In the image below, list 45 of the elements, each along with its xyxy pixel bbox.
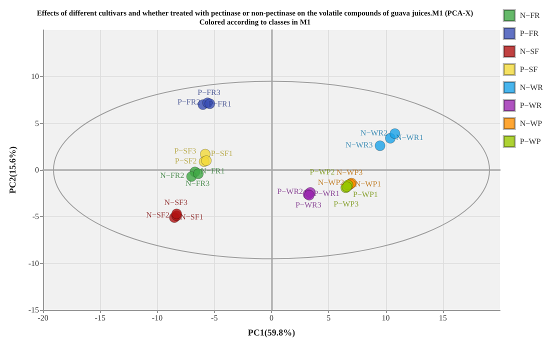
data-label: P−SF2 [174, 156, 197, 166]
legend-label: P−SF [520, 65, 538, 74]
x-tick-label: -5 [211, 314, 218, 322]
data-label: N−FR2 [160, 171, 184, 180]
data-label: P−WP2 [310, 168, 335, 177]
data-label: N−SF2 [146, 210, 170, 220]
x-tick-label: 10 [382, 314, 390, 322]
data-label: N−WR2 [360, 128, 388, 138]
data-label: N−WP3 [336, 168, 363, 178]
data-label: N−SF1 [180, 212, 204, 222]
x-axis-title: PC1(59.8%) [248, 328, 296, 338]
x-tick-label: 5 [326, 314, 331, 322]
y-tick-label: -10 [28, 258, 39, 268]
x-tick-label: -20 [38, 314, 48, 322]
data-label: N−WR1 [396, 132, 424, 142]
data-label: P−WP3 [334, 200, 359, 208]
y-axis-title: PC2(15.6%) [8, 146, 18, 194]
legend-label: N−SF [520, 47, 540, 56]
legend-label: N−WP [520, 119, 543, 128]
y-tick-label: 0 [35, 166, 39, 174]
y-tick-label: -15 [28, 306, 39, 314]
data-label: N−WP2 [318, 178, 344, 187]
legend-label: P−WP [520, 137, 542, 146]
data-label: P−WP1 [352, 190, 378, 199]
x-tick-label: -10 [152, 314, 163, 322]
legend-label: P−FR [520, 29, 540, 38]
data-label: P−SF1 [210, 148, 233, 158]
x-tick-label: 15 [438, 314, 447, 322]
data-label: N−FR3 [186, 178, 210, 188]
x-tick-label: -15 [94, 314, 106, 322]
data-label: P−WR2 [277, 187, 304, 196]
data-label: N−FR1 [200, 166, 225, 176]
data-label: N−SF3 [164, 198, 188, 208]
data-label: P−WR3 [295, 200, 322, 210]
legend-label: N−FR [520, 11, 541, 20]
legend-label: P−WR [520, 101, 542, 110]
data-label: P−FR3 [198, 88, 220, 97]
x-tick-label: 0 [270, 314, 274, 322]
data-label: P−SF3 [174, 146, 196, 156]
y-tick-label: 10 [31, 72, 39, 82]
legend-label: N−WR [520, 83, 544, 92]
y-tick-label: 5 [35, 118, 39, 128]
y-tick-label: -5 [32, 212, 39, 222]
data-label: N−WR3 [346, 140, 373, 150]
data-label: P−FR2 [177, 98, 200, 106]
